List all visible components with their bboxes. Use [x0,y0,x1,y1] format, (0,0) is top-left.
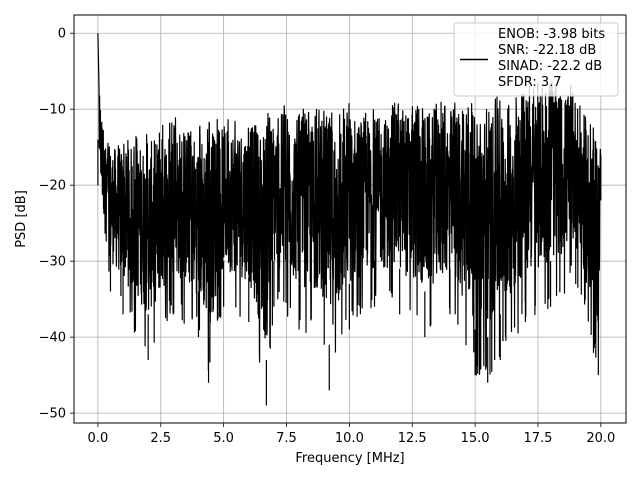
y-tick-label: −30 [39,255,66,270]
x-tick-label: 2.5 [150,431,171,446]
ticks: 0.0 2.5 5.0 7.5 10.0 12.5 15.0 17.5 20.0 0 −10 −20 −… [39,27,616,446]
series-group [97,33,602,406]
y-tick-label: −50 [39,407,66,422]
psd-series-line [97,33,602,406]
y-tick-label: −10 [39,103,66,118]
x-tick-label: 7.5 [276,431,297,446]
x-tick-label: 20.0 [586,431,615,446]
legend-box [453,22,619,97]
y-tick-label: −20 [39,179,66,194]
y-axis-label: PSD [dB] [14,190,29,248]
x-tick-label: 17.5 [524,431,553,446]
x-tick-label: 10.0 [335,431,364,446]
axes-frame [73,14,627,424]
x-axis-label: Frequency [MHz] [295,451,404,466]
x-tick-label: 15.0 [461,431,490,446]
legend-entry: SFDR: 3.7 [498,75,562,90]
legend-entry: SNR: -22.18 dB [498,43,596,58]
y-tick-label: 0 [58,27,66,42]
x-tick-label: 12.5 [398,431,427,446]
legend-entry: ENOB: -3.98 bits [498,27,605,42]
x-tick-label: 0.0 [88,431,109,446]
legend-entry: SINAD: -22.2 dB [498,59,602,74]
x-tick-label: 5.0 [213,431,234,446]
y-tick-label: −40 [39,331,66,346]
